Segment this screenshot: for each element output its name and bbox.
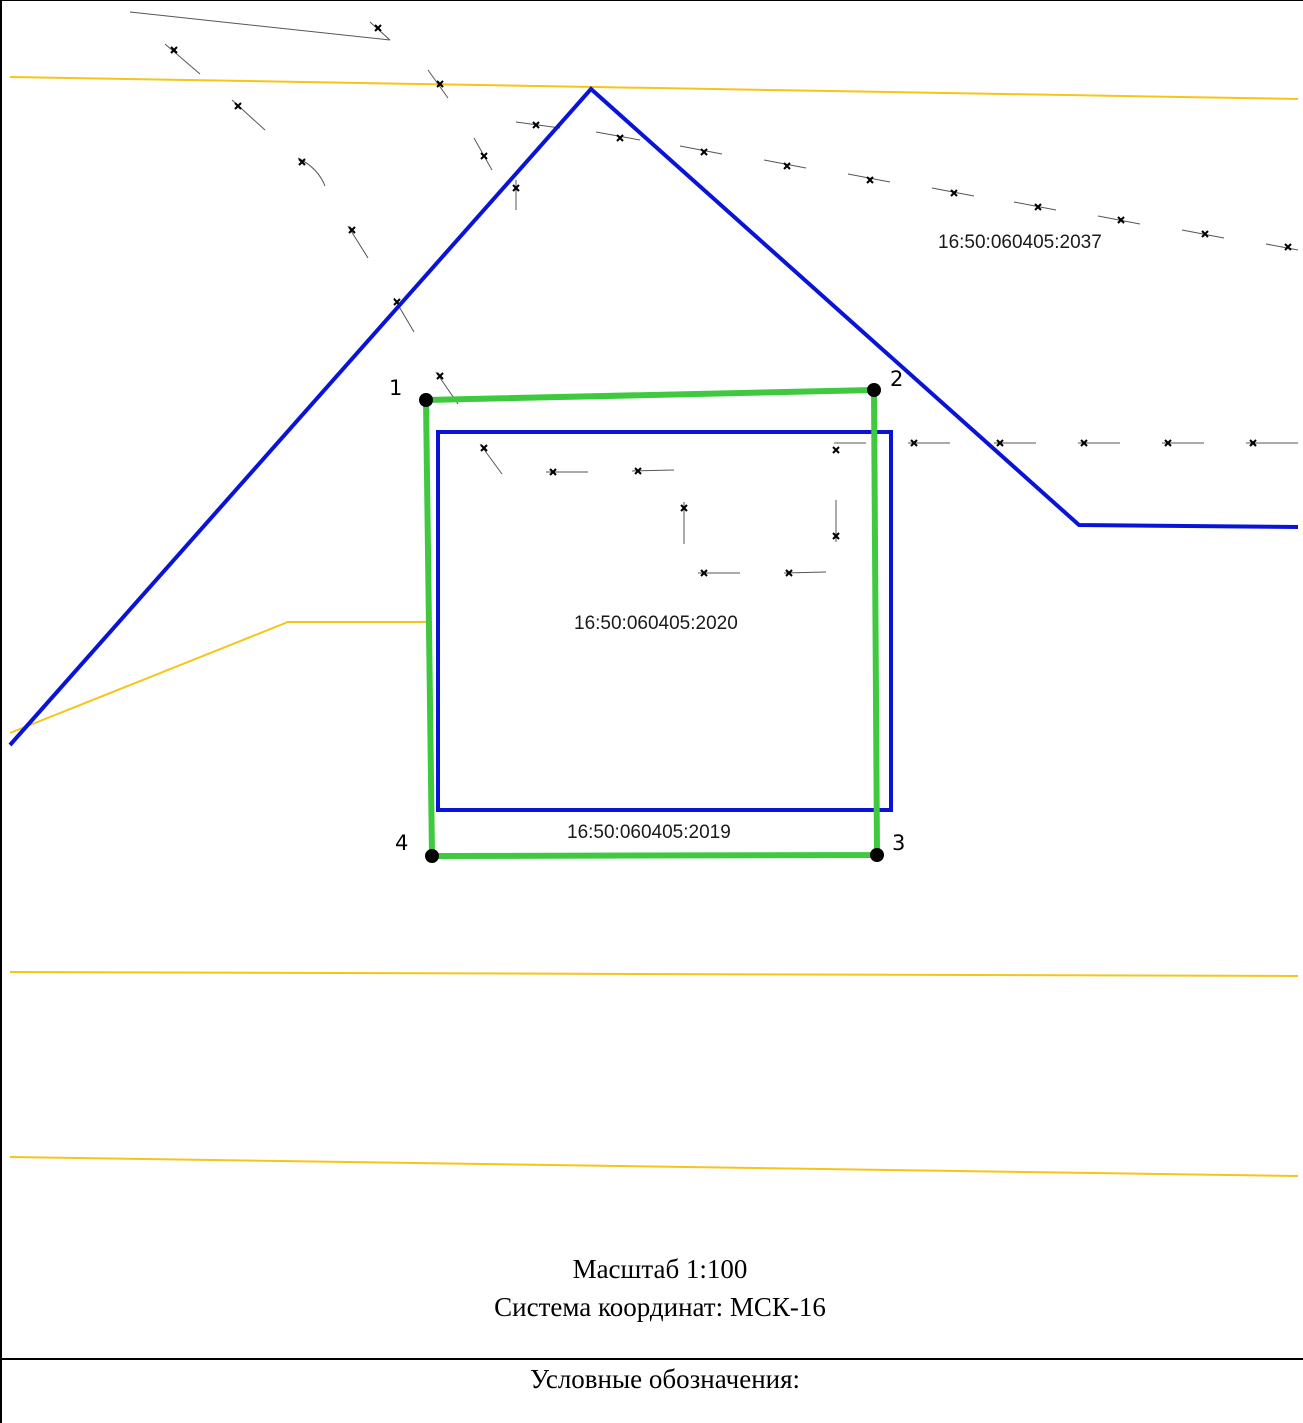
- parcel-label-2037: 16:50:060405:2037: [938, 232, 1102, 253]
- corner-point-1: [419, 393, 433, 407]
- scale-text: Масштаб 1:100: [572, 1254, 748, 1284]
- legend-title: Условные обозначения:: [529, 1364, 801, 1394]
- map-info: Масштаб 1:100 Система координат: МСК-16: [0, 1250, 1303, 1326]
- corner-point-3: [870, 848, 884, 862]
- fence-lines: [129, 11, 1299, 574]
- zone-lines: [9, 76, 1299, 1177]
- point-label-3: 3: [892, 831, 905, 855]
- zone-line-left: [9, 621, 432, 734]
- corner-point-4: [425, 849, 439, 863]
- legend-divider: [0, 1358, 1303, 1360]
- parcel-boundary-2037: [8, 86, 1299, 747]
- crs-text: Система координат: МСК-16: [494, 1292, 826, 1322]
- point-label-2: 2: [890, 367, 903, 391]
- parcel-label-2020: 16:50:060405:2020: [574, 613, 738, 634]
- fence-markers: [170, 24, 1292, 577]
- parcel-boundary-2020: [436, 430, 893, 812]
- zone-line-mid: [9, 971, 1299, 977]
- corner-point-2: [867, 383, 881, 397]
- zone-line-top: [9, 76, 1299, 100]
- cadastral-map: 1 2 3 4 16:50:060405:2037 16:50:060405:2…: [8, 11, 1299, 1177]
- parcel-label-2019: 16:50:060405:2019: [567, 822, 731, 843]
- zone-line-bottom: [9, 1156, 1299, 1177]
- point-label-1: 1: [389, 376, 402, 400]
- point-label-4: 4: [395, 831, 408, 855]
